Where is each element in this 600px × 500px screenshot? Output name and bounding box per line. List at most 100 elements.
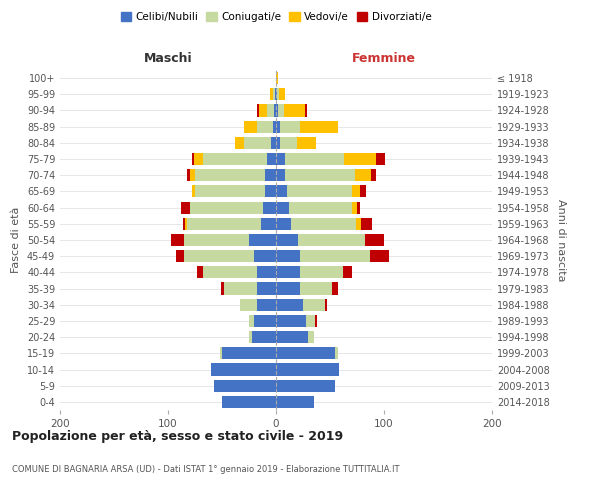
Bar [276, 315, 306, 327]
Bar [276, 104, 278, 117]
Bar [332, 282, 338, 294]
Bar [352, 202, 357, 213]
Bar [365, 234, 384, 246]
Bar [300, 282, 332, 294]
Bar [244, 137, 271, 149]
Bar [276, 202, 289, 213]
Bar [257, 282, 276, 294]
Bar [195, 186, 265, 198]
Bar [220, 348, 222, 360]
Bar [308, 331, 314, 343]
Bar [280, 120, 300, 132]
Bar [190, 169, 195, 181]
Text: Maschi: Maschi [143, 52, 193, 65]
Y-axis label: Fasce di età: Fasce di età [11, 207, 21, 273]
Bar [259, 104, 268, 117]
Bar [192, 186, 195, 198]
Bar [221, 282, 224, 294]
Bar [300, 120, 338, 132]
Bar [249, 331, 252, 343]
Bar [222, 348, 276, 360]
Bar [357, 202, 360, 213]
Bar [195, 169, 265, 181]
Bar [192, 153, 194, 165]
Bar [370, 250, 389, 262]
Bar [303, 298, 325, 311]
Bar [171, 234, 184, 246]
Bar [376, 153, 385, 165]
Bar [244, 120, 257, 132]
Bar [257, 298, 276, 311]
Bar [276, 298, 303, 311]
Bar [257, 266, 276, 278]
Bar [287, 186, 352, 198]
Bar [280, 137, 296, 149]
Bar [257, 120, 273, 132]
Bar [265, 186, 276, 198]
Bar [222, 396, 276, 408]
Bar [278, 104, 284, 117]
Bar [360, 186, 365, 198]
Bar [300, 266, 343, 278]
Bar [276, 137, 280, 149]
Bar [176, 250, 184, 262]
Bar [284, 104, 305, 117]
Bar [268, 104, 274, 117]
Bar [306, 315, 315, 327]
Bar [181, 202, 190, 213]
Bar [276, 186, 287, 198]
Bar [298, 234, 365, 246]
Bar [325, 298, 327, 311]
Bar [276, 120, 280, 132]
Legend: Celibi/Nubili, Coniugati/e, Vedovi/e, Divorziati/e: Celibi/Nubili, Coniugati/e, Vedovi/e, Di… [116, 8, 436, 26]
Bar [305, 104, 307, 117]
Bar [276, 266, 300, 278]
Bar [355, 169, 371, 181]
Bar [289, 202, 352, 213]
Bar [276, 153, 284, 165]
Bar [276, 234, 298, 246]
Bar [249, 234, 276, 246]
Bar [275, 88, 276, 101]
Bar [276, 396, 314, 408]
Bar [203, 266, 257, 278]
Bar [279, 88, 284, 101]
Text: COMUNE DI BAGNARIA ARSA (UD) - Dati ISTAT 1° gennaio 2019 - Elaborazione TUTTITA: COMUNE DI BAGNARIA ARSA (UD) - Dati ISTA… [12, 465, 400, 474]
Text: Popolazione per età, sesso e stato civile - 2019: Popolazione per età, sesso e stato civil… [12, 430, 343, 443]
Bar [276, 282, 300, 294]
Bar [291, 218, 356, 230]
Bar [203, 153, 268, 165]
Bar [273, 120, 276, 132]
Bar [184, 234, 249, 246]
Bar [273, 88, 275, 101]
Bar [249, 315, 254, 327]
Bar [265, 169, 276, 181]
Bar [187, 218, 261, 230]
Bar [274, 104, 276, 117]
Bar [235, 137, 244, 149]
Bar [371, 169, 376, 181]
Text: Femmine: Femmine [352, 52, 416, 65]
Bar [241, 298, 257, 311]
Bar [352, 186, 360, 198]
Bar [315, 315, 317, 327]
Bar [197, 266, 203, 278]
Bar [254, 250, 276, 262]
Bar [276, 380, 335, 392]
Bar [276, 331, 308, 343]
Bar [284, 169, 355, 181]
Bar [257, 104, 259, 117]
Bar [296, 137, 316, 149]
Y-axis label: Anni di nascita: Anni di nascita [556, 198, 566, 281]
Bar [184, 250, 254, 262]
Bar [183, 218, 185, 230]
Bar [356, 218, 361, 230]
Bar [300, 250, 370, 262]
Bar [211, 364, 276, 376]
Bar [276, 88, 277, 101]
Bar [335, 348, 338, 360]
Bar [269, 88, 273, 101]
Bar [276, 218, 291, 230]
Bar [185, 218, 187, 230]
Bar [271, 137, 276, 149]
